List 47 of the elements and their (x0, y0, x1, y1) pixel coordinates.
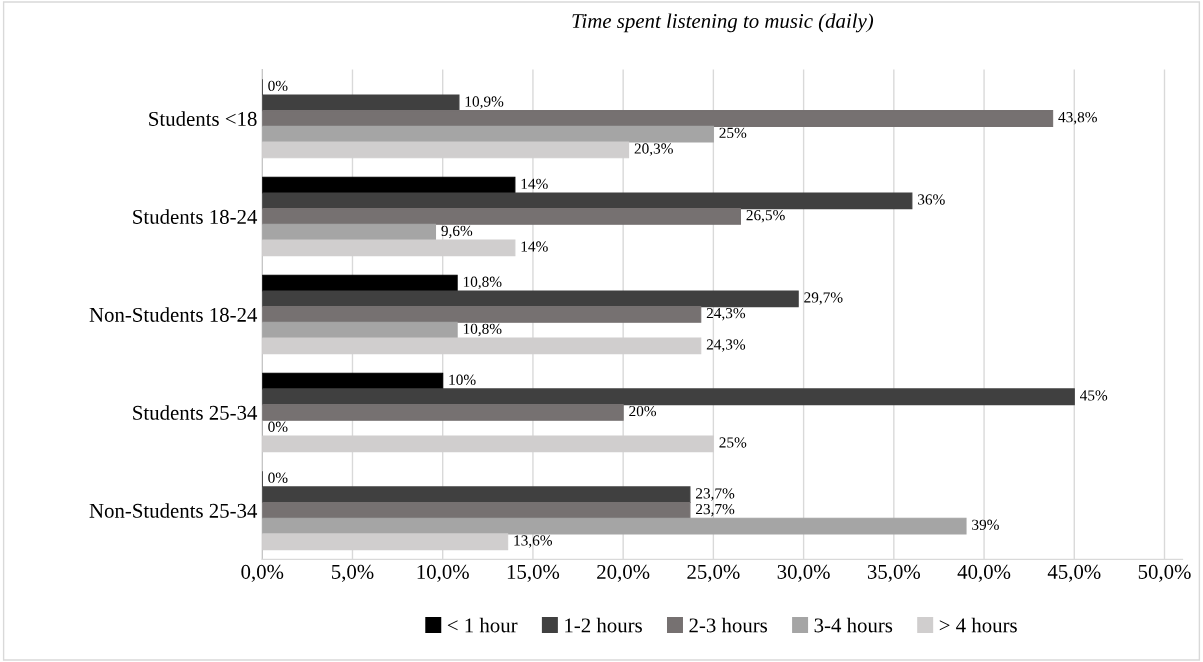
data-label: 43,8% (1058, 112, 1097, 125)
data-label: 20,3% (634, 143, 673, 156)
legend-label: 2-3 hours (689, 617, 768, 633)
y-tick-label: Students 18-24 (133, 209, 258, 224)
data-label: 10% (449, 374, 476, 385)
data-label: 23,7% (696, 503, 735, 517)
data-label: 36% (918, 194, 945, 205)
x-tick-label: 45,0% (1047, 564, 1101, 582)
data-label: 20% (629, 405, 657, 417)
data-label: 14% (521, 241, 548, 252)
data-label: 0% (268, 472, 288, 483)
data-label: 13,6% (514, 535, 553, 548)
data-label: 23,7% (696, 488, 735, 501)
data-label: 39% (972, 519, 999, 530)
x-tick-label: 20,0% (597, 564, 650, 582)
y-tick-label: Students <18 (149, 111, 257, 126)
data-label: 45% (1079, 390, 1108, 401)
data-label: 9,6% (441, 225, 473, 239)
legend-label: < 1 hour (447, 617, 518, 633)
legend-label: 3-4 hours (814, 617, 893, 633)
data-label: 26,5% (746, 209, 785, 223)
legend-label: 1-2 hours (565, 617, 642, 633)
data-label: 25% (719, 437, 747, 448)
x-tick-label: 15,0% (507, 564, 560, 582)
x-tick-label: 50,0% (1138, 564, 1191, 582)
data-label: 0% (268, 421, 288, 432)
x-tick-label: 0,0% (241, 564, 284, 582)
y-tick-label: Non-Students 25-34 (89, 503, 258, 518)
x-tick-label: 10,0% (417, 564, 469, 582)
x-tick-label: 40,0% (957, 564, 1011, 582)
x-tick-label: 30,0% (777, 564, 830, 582)
y-tick-label: Non-Students 18-24 (89, 307, 258, 322)
chart-title: Time spent listening to music (daily) (572, 13, 874, 33)
data-label: 25% (719, 127, 747, 139)
data-label: 10,8% (463, 323, 502, 337)
legend-label: > 4 hours (939, 617, 1017, 633)
data-label: 10,9% (465, 96, 504, 109)
data-label: 10,8% (463, 276, 502, 290)
y-tick-label: Students 25-34 (133, 405, 258, 420)
x-tick-label: 25,0% (687, 564, 740, 582)
data-label: 29,7% (804, 292, 843, 305)
data-label: 24,3% (706, 307, 746, 321)
data-label: 14% (521, 178, 548, 189)
x-tick-label: 35,0% (867, 564, 921, 582)
x-tick-label: 5,0% (331, 564, 374, 582)
data-label: 24,3% (706, 339, 746, 352)
data-label: 0% (268, 80, 288, 92)
